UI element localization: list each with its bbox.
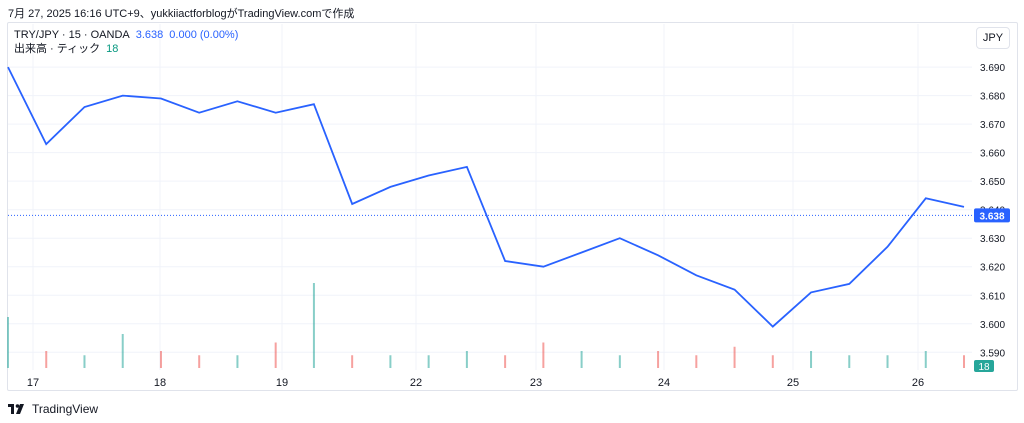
x-tick-label: 18 (154, 377, 166, 389)
y-tick-label: 3.600 (980, 320, 1005, 331)
y-tick-label: 3.620 (980, 263, 1005, 274)
volume-bar (771, 355, 774, 368)
volume-bar (312, 283, 315, 368)
volume-bar (83, 355, 86, 368)
volume-bar (389, 355, 392, 368)
volume-bar (274, 342, 277, 368)
y-tick-label: 3.630 (980, 234, 1005, 245)
volume-bar (7, 317, 9, 368)
volume-bar (963, 355, 965, 368)
volume-bar (351, 355, 354, 368)
volume-bar (580, 351, 583, 368)
y-tick-label: 3.650 (980, 177, 1005, 188)
volume-bar (427, 355, 430, 368)
volume-bar (695, 355, 698, 368)
y-tick-label: 3.660 (980, 149, 1005, 160)
x-tick-label: 17 (27, 377, 39, 389)
volume-bar (465, 351, 468, 368)
last-price-badge-label: 3.638 (979, 211, 1004, 222)
tradingview-brand: TradingView (8, 402, 98, 416)
volume-bar (886, 355, 889, 368)
volume-bar (45, 351, 48, 368)
volume-bar (924, 351, 927, 368)
price-change: 0.000 (0.00%) (169, 29, 239, 41)
volume-bar (159, 351, 162, 368)
volume-badge-label: 18 (978, 362, 990, 373)
symbol-name[interactable]: TRY/JPY · 15 · OANDA (14, 29, 130, 41)
volume-bar (810, 351, 813, 368)
volume-bar (542, 342, 545, 368)
symbol-legend: TRY/JPY · 15 · OANDA 3.638 0.000 (0.00%) (14, 28, 238, 42)
volume-bar (236, 355, 239, 368)
chart-frame (7, 22, 1018, 391)
volume-bar (618, 355, 621, 368)
x-tick-label: 25 (787, 377, 799, 389)
y-tick-label: 3.680 (980, 92, 1005, 103)
y-tick-label: 3.610 (980, 291, 1005, 302)
last-price-badge (974, 208, 1010, 223)
brand-name: TradingView (32, 402, 99, 416)
volume-badge (974, 360, 994, 372)
volume-bar (504, 355, 507, 368)
volume-bar (848, 355, 851, 368)
volume-bar (121, 334, 124, 368)
x-tick-label: 23 (530, 377, 542, 389)
x-tick-label: 19 (276, 377, 288, 389)
volume-value: 18 (106, 43, 119, 55)
volume-bar (657, 351, 660, 368)
x-tick-label: 24 (658, 377, 670, 389)
currency-button[interactable]: JPY (976, 27, 1010, 49)
volume-bar (733, 346, 736, 368)
x-tick-label: 22 (410, 377, 422, 389)
volume-legend: 出来高 · ティック 18 (14, 42, 118, 56)
chart-created-note: 7月 27, 2025 16:16 UTC+9、yukkiiactforblog… (8, 8, 355, 20)
last-price: 3.638 (135, 29, 164, 41)
y-tick-label: 3.690 (980, 63, 1005, 74)
x-tick-label: 26 (912, 377, 924, 389)
tradingview-logo-icon (8, 404, 24, 414)
volume-bar (198, 355, 201, 368)
y-tick-label: 3.590 (980, 348, 1005, 359)
y-tick-label: 3.670 (980, 120, 1005, 131)
price-line[interactable] (7, 66, 965, 328)
volume-label[interactable]: 出来高 · ティック (14, 43, 101, 55)
